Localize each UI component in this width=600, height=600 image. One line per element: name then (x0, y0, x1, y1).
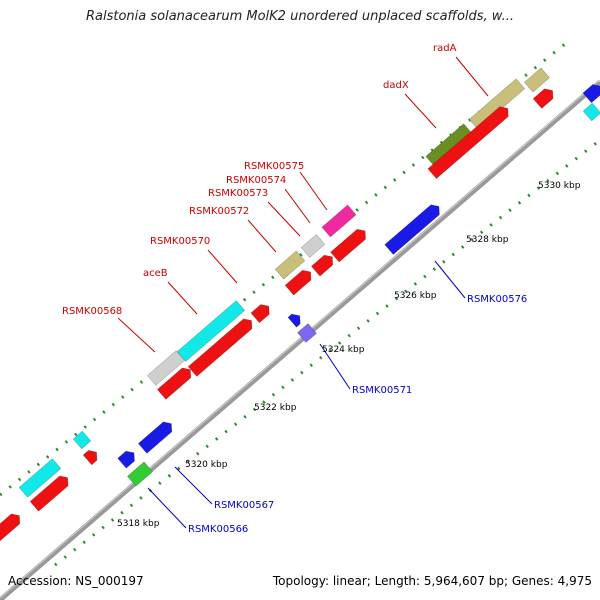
gene-block-red-2[interactable] (29, 473, 72, 512)
gene-block-red-4[interactable] (82, 447, 101, 466)
gene-block-gray-8[interactable] (146, 350, 186, 386)
gene-block-red-18[interactable] (311, 252, 336, 277)
tick-label-5318: 5318 kbp (117, 519, 160, 529)
gene-block-cyan-3[interactable] (72, 430, 92, 450)
gene-block-red-12[interactable] (250, 301, 273, 324)
gene-features (0, 67, 600, 546)
tick-label-5322: 5322 kbp (254, 403, 297, 413)
leader-rsmk00572 (247, 219, 277, 253)
gene-label-rsmk00567[interactable]: RSMK00567 (214, 500, 274, 511)
leader-rsmk00571 (319, 343, 351, 390)
gene-label-rsmk00571[interactable]: RSMK00571 (352, 385, 412, 396)
label-leaders (117, 56, 489, 529)
leader-rsmk00575 (299, 171, 328, 211)
gene-label-rsmk00574[interactable]: RSMK00574 (226, 175, 286, 186)
gene-block-red-17[interactable] (284, 267, 315, 296)
leader-rsmk00568 (117, 317, 156, 353)
tick-label-5328: 5328 kbp (466, 235, 509, 245)
gene-block-red-20[interactable] (330, 226, 370, 263)
gene-label-aceb[interactable]: aceB (143, 268, 168, 279)
tick-label-5324: 5324 kbp (322, 345, 365, 355)
tick-label-5320: 5320 kbp (185, 460, 228, 470)
leader-rsmk00566 (147, 487, 187, 529)
gene-block-cyan-28[interactable] (582, 102, 600, 122)
gene-block-slate-14[interactable] (297, 323, 317, 343)
gene-label-dadx[interactable]: dadX (383, 80, 409, 91)
gene-block-blue-21[interactable] (384, 202, 443, 255)
gene-block-gray-16[interactable] (300, 234, 326, 258)
gene-block-green-6[interactable] (127, 461, 153, 487)
gene-label-rada[interactable]: radA (433, 43, 457, 54)
gene-block-red-9[interactable] (156, 365, 194, 400)
gene-label-rsmk00568[interactable]: RSMK00568 (62, 306, 122, 317)
gene-label-rsmk00573[interactable]: RSMK00573 (208, 188, 268, 199)
accession-text: Accession: NS_000197 (8, 574, 144, 588)
gene-block-khaki-24[interactable] (524, 67, 550, 93)
leader-rsmk00567 (174, 466, 213, 505)
gene-block-red-25[interactable] (427, 103, 512, 180)
gene-block-cyan-1[interactable] (18, 458, 62, 498)
genome-summary-text: Topology: linear; Length: 5,964,607 bp; … (272, 574, 592, 588)
leader-rsmk00573 (267, 201, 301, 237)
tick-label-5326: 5326 kbp (394, 291, 437, 301)
gene-block-blue-5[interactable] (117, 448, 139, 469)
gene-label-rsmk00575[interactable]: RSMK00575 (244, 161, 304, 172)
gene-label-rsmk00566[interactable]: RSMK00566 (188, 524, 248, 535)
leader-rsmk00576 (434, 260, 466, 299)
map-title: Ralstonia solanacearum MolK2 unordered u… (85, 9, 514, 24)
gene-block-blue-7[interactable] (137, 419, 175, 454)
leader-rada (455, 56, 489, 97)
gene-block-red-0[interactable] (0, 511, 24, 546)
gene-block-khaki-23[interactable] (468, 78, 526, 130)
gene-label-rsmk00576[interactable]: RSMK00576 (467, 294, 527, 305)
gene-label-rsmk00572[interactable]: RSMK00572 (189, 206, 249, 217)
gene-block-khaki-15[interactable] (274, 250, 306, 280)
gene-block-blue-13[interactable] (287, 311, 304, 328)
chromosome-axis (0, 80, 600, 600)
gene-block-red-26[interactable] (532, 86, 557, 109)
tick-label-5330: 5330 kbp (538, 181, 581, 191)
upper-dotted-guide (0, 38, 571, 497)
leader-aceb (167, 281, 198, 315)
leader-rsmk00570 (207, 249, 238, 284)
gene-block-cyan-10[interactable] (176, 300, 246, 362)
leader-dadx (404, 93, 437, 129)
gene-block-red-11[interactable] (187, 316, 256, 377)
gene-block-magenta-19[interactable] (321, 204, 357, 238)
gene-label-rsmk00570[interactable]: RSMK00570 (150, 236, 210, 247)
leader-rsmk00574 (284, 188, 311, 224)
gene-block-blue-27[interactable] (582, 81, 600, 104)
